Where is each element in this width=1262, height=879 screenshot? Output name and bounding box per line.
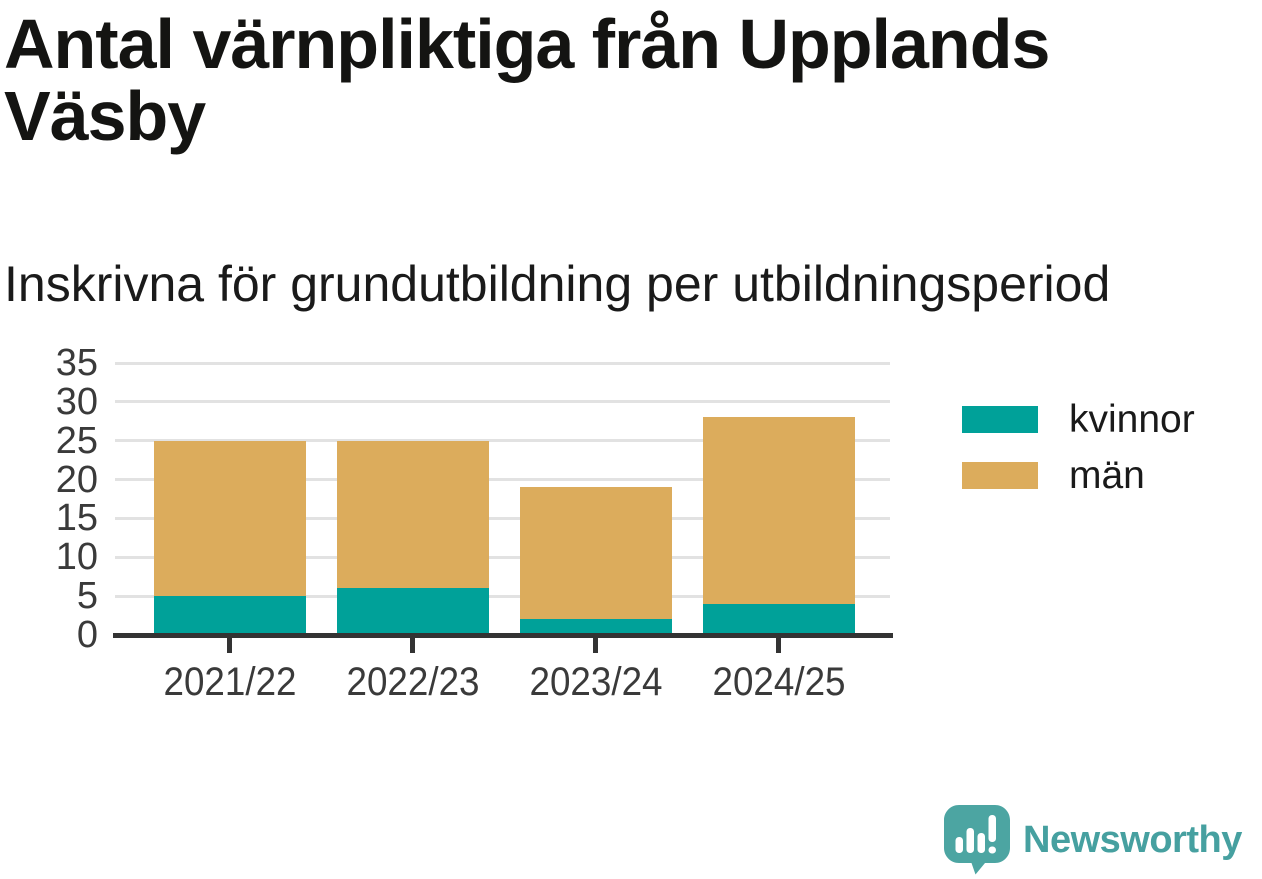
x-axis-label: 2024/25 xyxy=(711,660,846,704)
legend-label: män xyxy=(1069,454,1145,497)
gridline xyxy=(115,594,890,598)
y-axis-label: 15 xyxy=(55,497,98,540)
y-axis-label: 30 xyxy=(55,380,98,423)
legend-item: kvinnor xyxy=(962,400,1195,439)
bar-segment xyxy=(702,417,855,604)
x-axis-label: 2022/23 xyxy=(345,660,480,704)
bar-segment xyxy=(702,603,855,635)
newsworthy-logo: Newsworthy xyxy=(944,805,1242,875)
legend-swatch xyxy=(962,462,1038,489)
legend-item: män xyxy=(962,456,1195,495)
gridline xyxy=(115,478,890,482)
x-axis-tick-mark xyxy=(776,637,781,653)
gridline xyxy=(115,361,890,365)
stacked-bar-chart-plot-area: 2021/22 2022/23 2023/24 2024/25 xyxy=(113,361,893,704)
y-axis-label: 35 xyxy=(55,342,98,384)
y-axis-label: 0 xyxy=(76,614,98,656)
newsworthy-speech-bubble-bar-chart-icon xyxy=(944,805,1010,875)
legend-label: kvinnor xyxy=(1069,398,1195,441)
chart-subtitle: Inskrivna för grundutbildning per utbild… xyxy=(4,256,1111,312)
gridline xyxy=(115,516,890,520)
x-axis-line xyxy=(113,632,893,638)
legend-swatch xyxy=(962,406,1038,433)
x-axis-tick-mark xyxy=(227,637,232,653)
gridline xyxy=(115,400,890,404)
bar-segment xyxy=(153,440,306,597)
x-axis-tick-mark xyxy=(593,637,598,653)
y-axis-label: 20 xyxy=(55,458,98,501)
bar-segment xyxy=(336,588,489,635)
chart-legend: kvinnor män xyxy=(962,400,1195,518)
x-axis-label: 2021/22 xyxy=(162,660,297,704)
x-axis-label: 2023/24 xyxy=(528,660,663,704)
bar-segment xyxy=(153,596,306,635)
y-axis-label: 5 xyxy=(76,575,98,618)
chart-title: Antal värnpliktiga från Upplands Väsby xyxy=(4,5,1050,155)
gridline xyxy=(115,555,890,559)
gridline xyxy=(115,439,890,443)
bar-segment xyxy=(519,487,672,620)
y-axis: 0 5 10 15 20 25 30 35 xyxy=(0,344,98,654)
y-axis-label: 10 xyxy=(55,536,98,579)
x-axis-tick-mark xyxy=(410,637,415,653)
bar-segment xyxy=(519,619,672,635)
bar-segment xyxy=(336,440,489,589)
newsworthy-logo-text: Newsworthy xyxy=(1023,818,1242,861)
y-axis-label: 25 xyxy=(55,419,98,462)
